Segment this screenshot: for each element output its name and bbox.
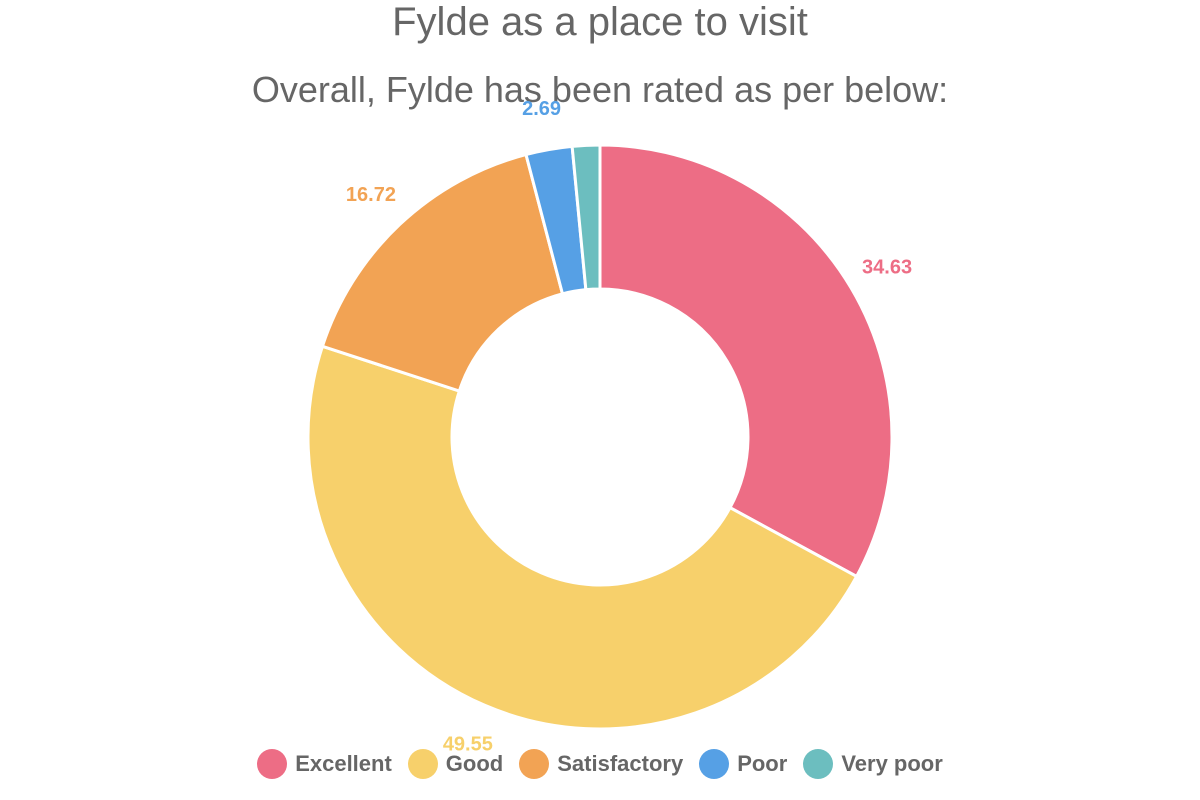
legend-item-satisfactory[interactable]: Satisfactory: [519, 749, 683, 779]
slice-very-poor[interactable]: [570, 143, 602, 292]
legend-item-poor[interactable]: Poor: [699, 749, 787, 779]
legend-item-excellent[interactable]: Excellent: [257, 749, 392, 779]
legend-swatch-satisfactory: [519, 749, 550, 779]
slice-excellent[interactable]: [598, 143, 894, 579]
legend-swatch-very-poor: [803, 749, 834, 779]
data-label-good: 49.55: [443, 734, 493, 756]
legend-swatch-poor: [699, 749, 730, 779]
legend-label-excellent: Excellent: [295, 751, 392, 776]
legend-label-very-poor: Very poor: [841, 751, 943, 776]
legend-swatch-excellent: [257, 749, 288, 779]
chart-title: Fylde as a place to visit: [392, 0, 808, 44]
chart-legend: Excellent Good Satisfactory Poor Very po…: [0, 749, 1200, 779]
data-label-satisfactory: 16.72: [346, 184, 396, 206]
data-label-poor: 2.69: [522, 98, 561, 120]
chart-subtitle: Overall, Fylde has been rated as per bel…: [251, 69, 949, 110]
legend-item-good[interactable]: Good: [407, 749, 504, 779]
legend-swatch-good: [407, 749, 438, 779]
chart-data-labels: 34.63 49.55 16.72 2.69: [346, 98, 912, 756]
legend-label-satisfactory: Satisfactory: [557, 751, 684, 776]
legend-label-good: Good: [445, 751, 504, 776]
slice-satisfactory[interactable]: [320, 152, 565, 393]
legend-item-very-poor[interactable]: Very poor: [803, 749, 943, 779]
data-label-excellent: 34.63: [862, 256, 912, 278]
chart-slices: [306, 143, 894, 731]
legend-label-poor: Poor: [737, 751, 788, 776]
slice-good[interactable]: [306, 344, 859, 731]
